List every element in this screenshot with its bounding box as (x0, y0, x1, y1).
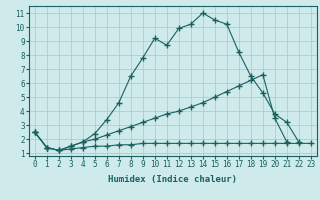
X-axis label: Humidex (Indice chaleur): Humidex (Indice chaleur) (108, 175, 237, 184)
